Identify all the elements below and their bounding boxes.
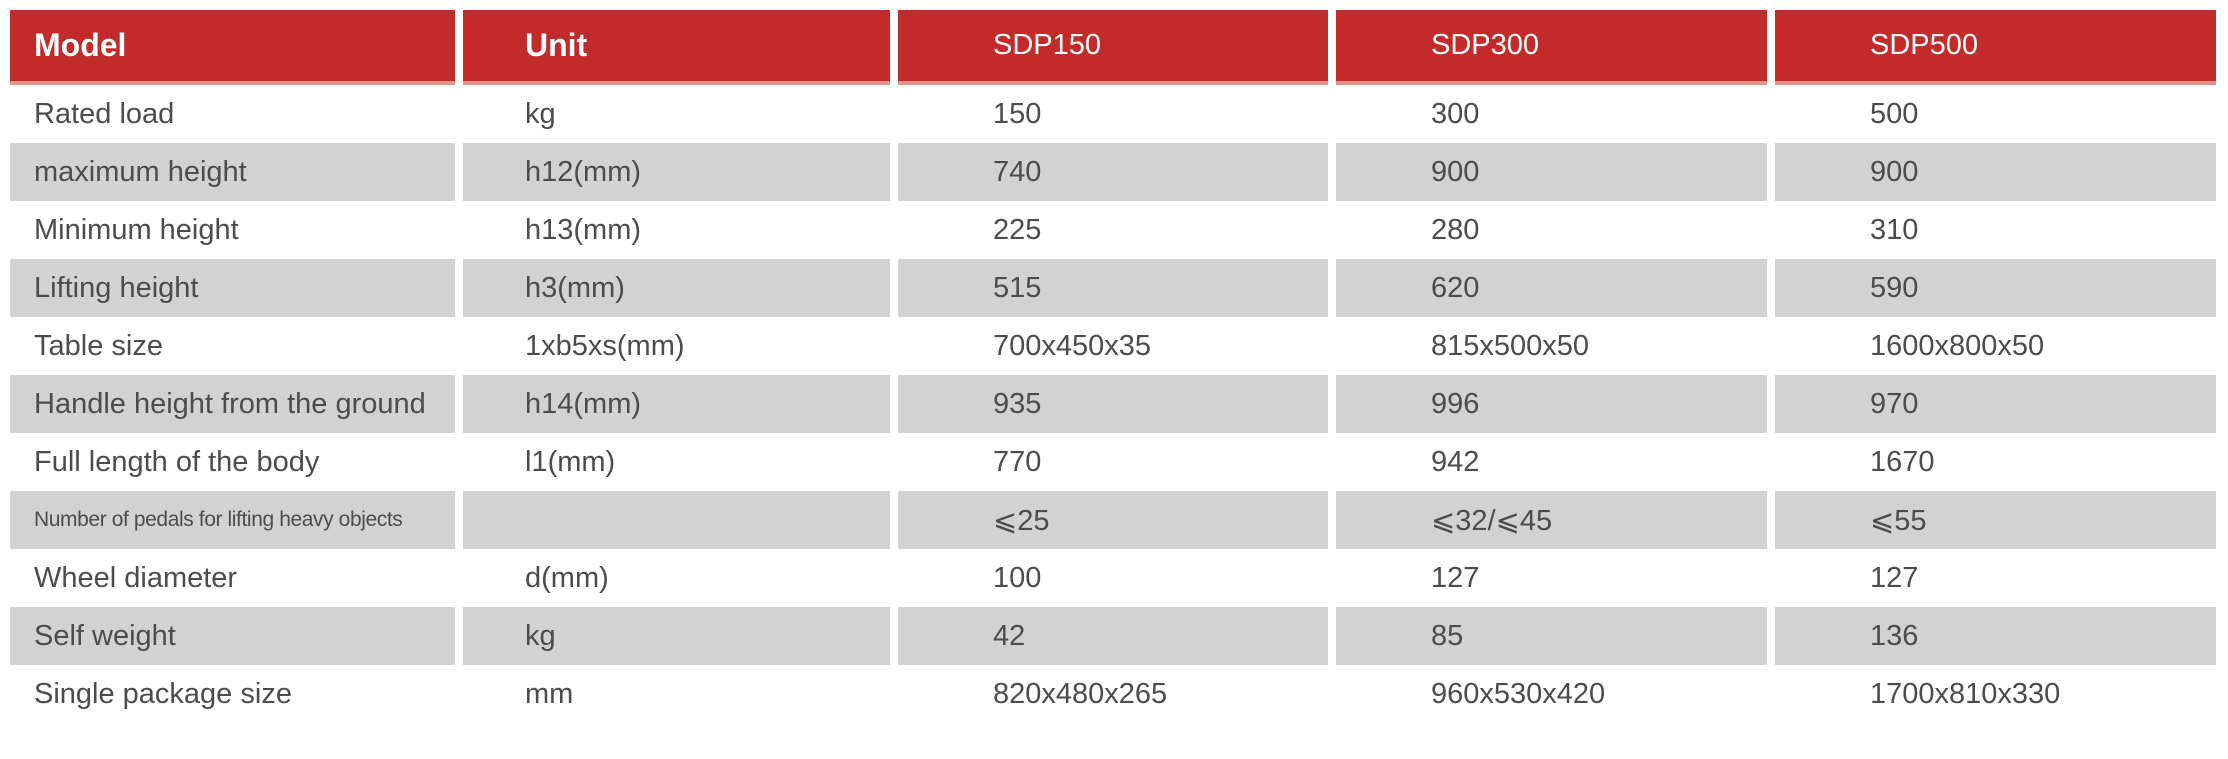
table-row-self-weight: Self weight kg 42 85 136 — [10, 607, 2216, 665]
unit-cell: d(mm) — [463, 549, 890, 607]
value-cell-sdp300: 900 — [1336, 143, 1767, 201]
row-label: Wheel diameter — [10, 549, 455, 607]
value-cell-sdp500: 136 — [1775, 607, 2216, 665]
value-cell-sdp150: 515 — [898, 259, 1328, 317]
value-cell-sdp500: 970 — [1775, 375, 2216, 433]
value-cell-sdp500: 500 — [1775, 85, 2216, 143]
table-row-rated-load: Rated load kg 150 300 500 — [10, 85, 2216, 143]
row-label: Rated load — [10, 85, 455, 143]
unit-cell: h14(mm) — [463, 375, 890, 433]
value-cell-sdp300: 85 — [1336, 607, 1767, 665]
value-cell-sdp150: 820x480x265 — [898, 665, 1328, 723]
table-row-lifting-height: Lifting height h3(mm) 515 620 590 — [10, 259, 2216, 317]
column-header-model: Model — [10, 10, 455, 85]
unit-cell: kg — [463, 607, 890, 665]
value-cell-sdp150: ⩽25 — [898, 491, 1328, 549]
value-cell-sdp150: 935 — [898, 375, 1328, 433]
value-cell-sdp300: 942 — [1336, 433, 1767, 491]
value-cell-sdp500: 1700x810x330 — [1775, 665, 2216, 723]
value-cell-sdp300: ⩽32/⩽45 — [1336, 491, 1767, 549]
value-cell-sdp300: 996 — [1336, 375, 1767, 433]
column-header-sdp150: SDP150 — [898, 10, 1328, 85]
row-label: Handle height from the ground — [10, 375, 455, 433]
row-label: Lifting height — [10, 259, 455, 317]
value-cell-sdp500: ⩽55 — [1775, 491, 2216, 549]
column-header-unit: Unit — [463, 10, 890, 85]
value-cell-sdp150: 150 — [898, 85, 1328, 143]
table-row-single-package-size: Single package size mm 820x480x265 960x5… — [10, 665, 2216, 723]
row-label: Single package size — [10, 665, 455, 723]
value-cell-sdp500: 1600x800x50 — [1775, 317, 2216, 375]
table-row-full-length: Full length of the body l1(mm) 770 942 1… — [10, 433, 2216, 491]
value-cell-sdp300: 300 — [1336, 85, 1767, 143]
value-cell-sdp300: 960x530x420 — [1336, 665, 1767, 723]
table-row-handle-height: Handle height from the ground h14(mm) 93… — [10, 375, 2216, 433]
table-row-number-of-pedals: Number of pedals for lifting heavy objec… — [10, 491, 2216, 549]
unit-cell: h12(mm) — [463, 143, 890, 201]
unit-cell: l1(mm) — [463, 433, 890, 491]
value-cell-sdp300: 620 — [1336, 259, 1767, 317]
column-header-sdp500: SDP500 — [1775, 10, 2216, 85]
row-label: maximum height — [10, 143, 455, 201]
row-label: Self weight — [10, 607, 455, 665]
unit-cell: h13(mm) — [463, 201, 890, 259]
row-label: Table size — [10, 317, 455, 375]
table-row-wheel-diameter: Wheel diameter d(mm) 100 127 127 — [10, 549, 2216, 607]
row-label: Minimum height — [10, 201, 455, 259]
value-cell-sdp150: 770 — [898, 433, 1328, 491]
value-cell-sdp500: 310 — [1775, 201, 2216, 259]
value-cell-sdp150: 42 — [898, 607, 1328, 665]
value-cell-sdp500: 1670 — [1775, 433, 2216, 491]
value-cell-sdp500: 590 — [1775, 259, 2216, 317]
unit-cell: h3(mm) — [463, 259, 890, 317]
value-cell-sdp500: 900 — [1775, 143, 2216, 201]
value-cell-sdp500: 127 — [1775, 549, 2216, 607]
unit-cell: 1xb5xs(mm) — [463, 317, 890, 375]
value-cell-sdp150: 100 — [898, 549, 1328, 607]
value-cell-sdp300: 280 — [1336, 201, 1767, 259]
product-spec-table: Model Unit SDP150 SDP300 SDP500 Rated lo… — [10, 10, 2216, 723]
column-header-sdp300: SDP300 — [1336, 10, 1767, 85]
row-label: Number of pedals for lifting heavy objec… — [10, 491, 455, 549]
table-row-maximum-height: maximum height h12(mm) 740 900 900 — [10, 143, 2216, 201]
table-row-minimum-height: Minimum height h13(mm) 225 280 310 — [10, 201, 2216, 259]
unit-cell — [463, 491, 890, 549]
value-cell-sdp300: 127 — [1336, 549, 1767, 607]
value-cell-sdp150: 740 — [898, 143, 1328, 201]
table-header-row: Model Unit SDP150 SDP300 SDP500 — [10, 10, 2216, 85]
unit-cell: mm — [463, 665, 890, 723]
value-cell-sdp150: 225 — [898, 201, 1328, 259]
table-row-table-size: Table size 1xb5xs(mm) 700x450x35 815x500… — [10, 317, 2216, 375]
value-cell-sdp150: 700x450x35 — [898, 317, 1328, 375]
value-cell-sdp300: 815x500x50 — [1336, 317, 1767, 375]
row-label: Full length of the body — [10, 433, 455, 491]
unit-cell: kg — [463, 85, 890, 143]
